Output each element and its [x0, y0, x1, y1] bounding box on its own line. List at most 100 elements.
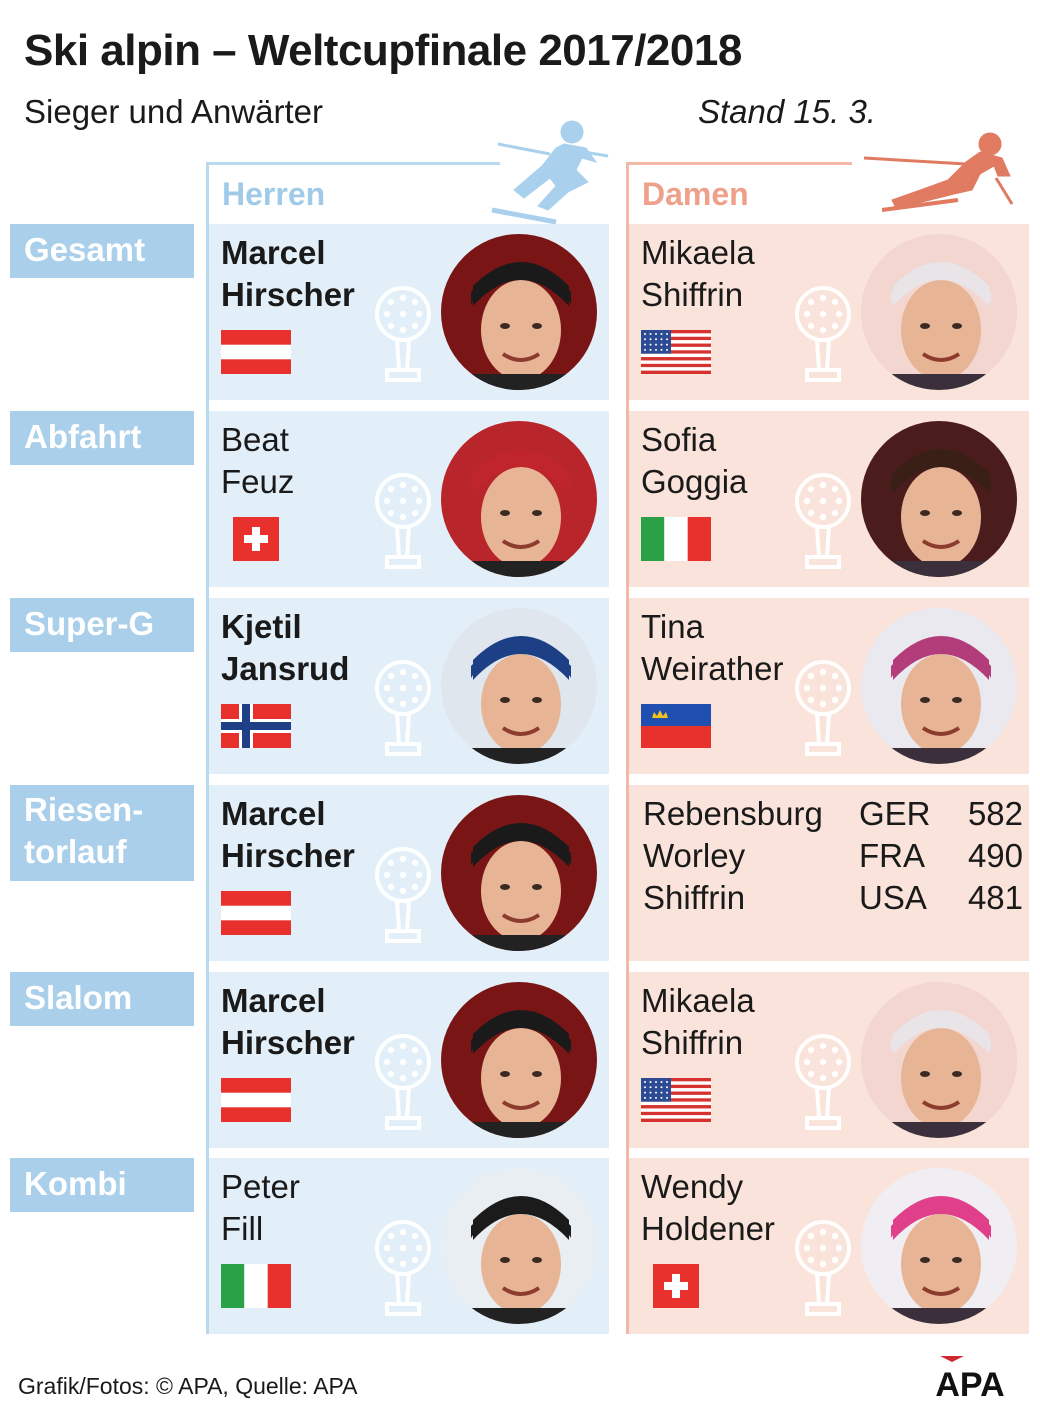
category-label-line: Gesamt [24, 231, 146, 268]
men-winner-cell: Marcel Hirscher [209, 785, 609, 961]
athlete-first-name: Beat [221, 421, 289, 458]
trophy [793, 1220, 853, 1325]
athlete-photo [861, 421, 1017, 577]
athlete-name: Marcel Hirscher [221, 980, 355, 1064]
athlete-last-name: Shiffrin [641, 1024, 744, 1061]
athlete-first-name: Tina [641, 608, 704, 645]
country-flag [221, 330, 291, 379]
athlete-last-name: Shiffrin [641, 276, 744, 313]
country-flag [221, 704, 291, 753]
flag-usa-icon [641, 1078, 711, 1122]
athlete-photo [441, 421, 597, 577]
men-winner-cell: Peter Fill [209, 1158, 609, 1334]
athlete-first-name: Mikaela [641, 234, 755, 271]
men-winner-cell: Marcel Hirscher [209, 224, 609, 400]
athlete-name: Marcel Hirscher [221, 793, 355, 877]
athlete-name: Marcel Hirscher [221, 232, 355, 316]
country-flag [641, 330, 711, 379]
crystal-globe-trophy-icon [795, 1220, 851, 1316]
athlete-name: Beat Feuz [221, 419, 294, 503]
athlete-first-name: Marcel [221, 982, 326, 1019]
athlete-last-name: Goggia [641, 463, 748, 500]
athlete-last-name: Feuz [221, 463, 295, 500]
flag-switzerland-icon [653, 1264, 699, 1308]
crystal-globe-trophy-icon [375, 1034, 431, 1130]
category-label-line: torlauf [24, 833, 127, 870]
standings-points: 490 [967, 837, 1023, 874]
athlete-last-name: Hirscher [221, 276, 355, 313]
athlete-last-name: Weirather [641, 650, 784, 687]
athlete-first-name: Marcel [221, 795, 326, 832]
category-label-0: Gesamt [10, 224, 194, 278]
crystal-globe-trophy-icon [375, 847, 431, 943]
standings-row: Rebensburg GER 582 [643, 793, 1023, 835]
standings-table: Rebensburg GER 582 Worley FRA 490 Shiffrin USA 4… [643, 793, 1023, 919]
country-flag [221, 1078, 291, 1127]
trophy [373, 473, 433, 578]
athlete-photo [861, 1168, 1017, 1324]
country-flag [641, 1078, 711, 1127]
country-flag [641, 517, 711, 566]
athlete-name: Kjetil Jansrud [221, 606, 349, 690]
male-skier-icon [491, 120, 609, 225]
athlete-last-name: Jansrud [221, 650, 350, 687]
women-winner-cell: Mikaela Shiffrin [629, 972, 1029, 1148]
category-label-line: Super-G [24, 605, 155, 642]
crystal-globe-trophy-icon [375, 286, 431, 382]
men-winner-cell: Kjetil Jansrud [209, 598, 609, 774]
trophy [373, 1220, 433, 1325]
flag-usa-icon [641, 330, 711, 374]
women-winner-cell: Tina Weirather [629, 598, 1029, 774]
athlete-last-name: Holdener [641, 1210, 775, 1247]
apa-logo: APA [935, 1356, 1005, 1402]
athlete-first-name: Mikaela [641, 982, 755, 1019]
athlete-photo [861, 982, 1017, 1138]
flag-italy-icon [221, 1264, 291, 1308]
country-flag [221, 1264, 291, 1313]
flag-italy-icon [641, 517, 711, 561]
page-subtitle: Sieger und Anwärter [24, 93, 324, 130]
athlete-name: Mikaela Shiffrin [641, 232, 755, 316]
category-label-line: Kombi [24, 1165, 127, 1202]
athlete-photo [441, 608, 597, 764]
standings-points: 582 [967, 795, 1023, 832]
athlete-name: Peter Fill [221, 1166, 300, 1250]
men-column-header: Herren [222, 176, 326, 212]
crystal-globe-trophy-icon [795, 473, 851, 569]
women-winner-cell: Wendy Holdener [629, 1158, 1029, 1334]
athlete-first-name: Wendy [641, 1168, 744, 1205]
crystal-globe-trophy-icon [795, 286, 851, 382]
women-winner-cell: Sofia Goggia [629, 411, 1029, 587]
athlete-first-name: Sofia [641, 421, 717, 458]
trophy [793, 473, 853, 578]
women-column-line [626, 162, 629, 1334]
female-skier-icon [863, 132, 1014, 212]
standings-row: Shiffrin USA 481 [643, 877, 1023, 919]
athlete-photo [441, 234, 597, 390]
crystal-globe-trophy-icon [375, 1220, 431, 1316]
athlete-photo [861, 608, 1017, 764]
crystal-globe-trophy-icon [375, 660, 431, 756]
country-flag [641, 704, 711, 753]
standings-country: FRA [859, 837, 925, 874]
page-title: Ski alpin – Weltcupfinale 2017/2018 [24, 26, 742, 75]
women-column-header: Damen [642, 176, 749, 212]
standings-country: USA [859, 879, 927, 916]
flag-norway-icon [221, 704, 291, 748]
women-standings-cell: Rebensburg GER 582 Worley FRA 490 Shiffrin USA 4… [629, 785, 1029, 961]
athlete-photo [441, 1168, 597, 1324]
country-flag [641, 1264, 711, 1313]
men-column-topline [206, 162, 500, 165]
men-winner-cell: Beat Feuz [209, 411, 609, 587]
standings-name: Rebensburg [643, 795, 823, 832]
men-column-line [206, 162, 209, 1334]
svg-text:APA: APA [935, 1366, 1004, 1402]
trophy [793, 660, 853, 765]
standings-name: Shiffrin [643, 879, 746, 916]
athlete-last-name: Hirscher [221, 1024, 355, 1061]
trophy [373, 660, 433, 765]
standings-country: GER [859, 795, 931, 832]
category-label-3: Riesen-torlauf [10, 785, 194, 881]
athlete-name: Wendy Holdener [641, 1166, 775, 1250]
category-label-2: Super-G [10, 598, 194, 652]
